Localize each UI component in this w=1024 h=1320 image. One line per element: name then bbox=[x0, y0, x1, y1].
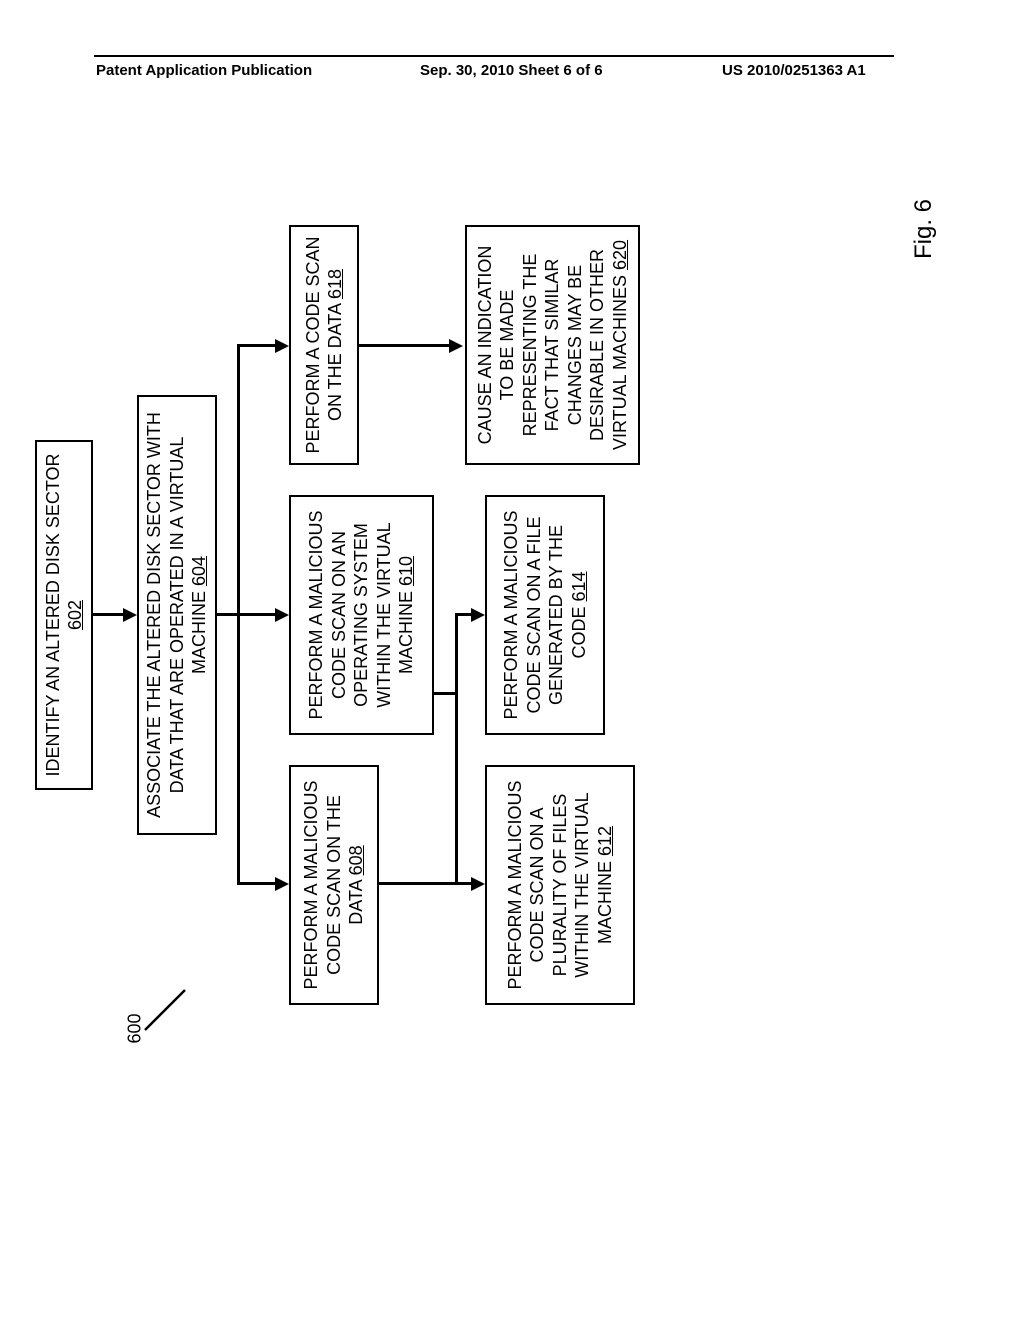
arrow-610-down bbox=[434, 693, 455, 696]
box-620: CAUSE AN INDICATION TO BE MADE REPRESENT… bbox=[465, 225, 640, 465]
box-618: PERFORM A CODE SCAN ON THE DATA 618 bbox=[289, 225, 359, 465]
page: Patent Application Publication Sep. 30, … bbox=[0, 0, 1024, 1320]
arrowhead-610-612 bbox=[471, 877, 485, 891]
arrow-602-604 bbox=[93, 614, 125, 617]
box-612: PERFORM A MALICIOUS CODE SCAN ON A PLURA… bbox=[485, 765, 635, 1005]
arrowhead-to-608 bbox=[275, 877, 289, 891]
arrow-to-608 bbox=[237, 883, 277, 886]
box-610: PERFORM A MALICIOUS CODE SCAN ON AN OPER… bbox=[289, 495, 434, 735]
flowchart: IDENTIFY AN ALTERED DISK SECTOR 602 ASSO… bbox=[65, 235, 965, 995]
box-614: PERFORM A MALICIOUS CODE SCAN ON A FILE … bbox=[485, 495, 605, 735]
arrowhead-602-604 bbox=[123, 608, 137, 622]
arrowhead-608-614 bbox=[471, 608, 485, 622]
header-center: Sep. 30, 2010 Sheet 6 of 6 bbox=[420, 62, 603, 79]
box-602: IDENTIFY AN ALTERED DISK SECTOR 602 bbox=[35, 440, 93, 790]
arrowhead-618-620 bbox=[449, 339, 463, 353]
arrow-608-down bbox=[379, 883, 455, 886]
box-618-text: PERFORM A CODE SCAN ON THE DATA 618 bbox=[302, 235, 347, 455]
box-610-text: PERFORM A MALICIOUS CODE SCAN ON AN OPER… bbox=[305, 505, 418, 725]
arrow-604-split-v bbox=[217, 614, 237, 617]
arrow-to-618 bbox=[237, 345, 277, 348]
header-rule-top bbox=[94, 55, 894, 57]
arrow-to-610 bbox=[237, 614, 277, 617]
box-604-text: ASSOCIATE THE ALTERED DISK SECTOR WITH D… bbox=[143, 405, 211, 825]
box-602-text: IDENTIFY AN ALTERED DISK SECTOR 602 bbox=[42, 450, 87, 780]
arrow-618-620 bbox=[359, 345, 451, 348]
arrowhead-to-618 bbox=[275, 339, 289, 353]
arrow-610-left bbox=[455, 693, 458, 885]
header-right: US 2010/0251363 A1 bbox=[722, 62, 866, 79]
box-604: ASSOCIATE THE ALTERED DISK SECTOR WITH D… bbox=[137, 395, 217, 835]
box-608: PERFORM A MALICIOUS CODE SCAN ON THE DAT… bbox=[289, 765, 379, 1005]
arrowhead-to-610 bbox=[275, 608, 289, 622]
box-612-text: PERFORM A MALICIOUS CODE SCAN ON A PLURA… bbox=[504, 775, 617, 995]
box-620-text: CAUSE AN INDICATION TO BE MADE REPRESENT… bbox=[474, 235, 632, 455]
box-614-text: PERFORM A MALICIOUS CODE SCAN ON A FILE … bbox=[500, 505, 590, 725]
box-608-text: PERFORM A MALICIOUS CODE SCAN ON THE DAT… bbox=[300, 775, 368, 995]
header-left: Patent Application Publication bbox=[96, 62, 312, 79]
